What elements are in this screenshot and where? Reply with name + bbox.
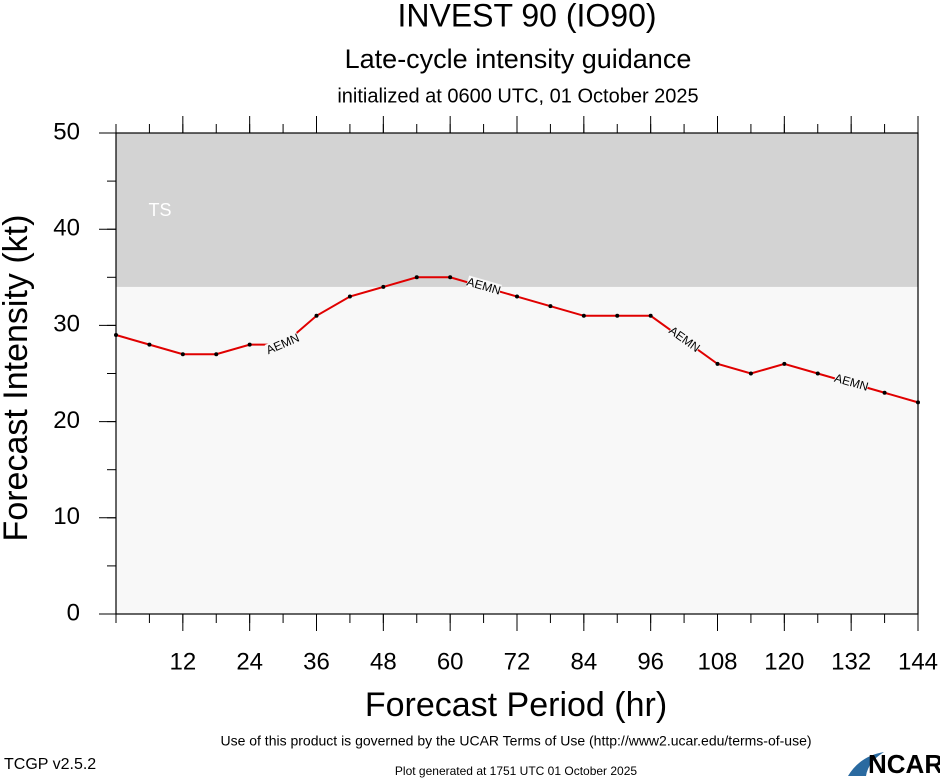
init-note: initialized at 0600 UTC, 01 October 2025 bbox=[337, 85, 698, 107]
point bbox=[114, 333, 118, 338]
point bbox=[715, 361, 720, 366]
y-tick-label: 50 bbox=[53, 118, 80, 145]
label-bg bbox=[666, 324, 702, 356]
y-axis-label: Forecast Intensity (kt) bbox=[0, 215, 35, 542]
x-tick-label: 96 bbox=[637, 648, 664, 675]
point bbox=[882, 390, 887, 395]
intensity-band bbox=[116, 133, 918, 287]
point bbox=[381, 284, 386, 289]
x-tick-label: 120 bbox=[764, 648, 804, 675]
chart-subtitle: Late-cycle intensity guidance bbox=[345, 44, 692, 74]
terms: Use of this product is governed by the U… bbox=[220, 733, 811, 749]
x-tick-label: 144 bbox=[898, 648, 938, 675]
y-tick-label: 0 bbox=[67, 599, 80, 626]
point bbox=[314, 313, 319, 318]
generated: Plot generated at 1751 UTC 01 October 20… bbox=[395, 764, 637, 778]
x-tick-label: 48 bbox=[370, 648, 397, 675]
y-tick-label: 20 bbox=[53, 407, 80, 434]
chart-title: INVEST 90 (IO90) bbox=[397, 0, 656, 33]
x-tick-label: 84 bbox=[570, 648, 597, 675]
band-label: TS bbox=[148, 200, 171, 220]
plot-frame bbox=[115, 132, 919, 615]
point bbox=[815, 371, 820, 376]
point bbox=[615, 313, 620, 318]
point bbox=[247, 342, 252, 347]
point bbox=[414, 275, 419, 280]
version: TCGP v2.5.2 bbox=[4, 756, 96, 773]
point bbox=[347, 294, 352, 299]
point bbox=[448, 275, 453, 280]
point bbox=[581, 313, 586, 318]
logo: NCAR bbox=[868, 749, 940, 779]
x-tick-label: 12 bbox=[169, 648, 196, 675]
point bbox=[748, 371, 753, 376]
point bbox=[214, 352, 219, 357]
y-tick-label: 40 bbox=[53, 215, 80, 242]
x-tick-label: 72 bbox=[504, 648, 531, 675]
x-tick-label: 132 bbox=[831, 648, 871, 675]
x-tick-label: 108 bbox=[697, 648, 737, 675]
x-tick-label: 36 bbox=[303, 648, 330, 675]
label-bg bbox=[832, 371, 870, 395]
logo-icon bbox=[848, 752, 884, 776]
point bbox=[147, 342, 152, 347]
point bbox=[548, 304, 553, 309]
x-axis-label: Forecast Period (hr) bbox=[365, 686, 667, 724]
y-tick-label: 10 bbox=[53, 503, 80, 530]
x-tick-label: 24 bbox=[236, 648, 263, 675]
y-tick-label: 30 bbox=[53, 311, 80, 338]
point bbox=[648, 313, 653, 318]
label-bg bbox=[264, 331, 302, 358]
label-bg bbox=[465, 275, 502, 299]
point bbox=[180, 352, 185, 357]
point bbox=[515, 294, 519, 299]
point bbox=[916, 400, 920, 405]
point bbox=[782, 361, 787, 366]
x-tick-label: 60 bbox=[437, 648, 464, 675]
